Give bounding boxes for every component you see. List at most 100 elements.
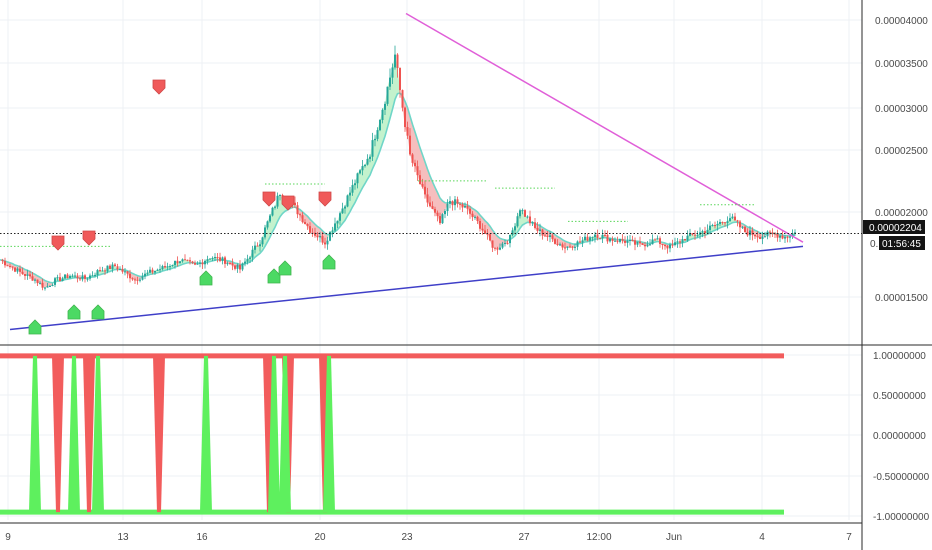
candle [556,243,559,245]
candle [776,233,779,238]
ema-band-segment [522,210,525,226]
candle [709,225,711,230]
candle [379,120,381,131]
osc-tick-label: 0.50000000 [873,391,926,402]
trendline-upper [405,12,804,243]
candle [179,261,181,264]
candle [619,238,621,242]
candle [601,234,604,239]
candle [474,216,476,218]
candle [784,237,786,239]
candle [476,216,479,222]
candle [176,260,179,264]
candle [456,199,459,204]
candle [64,274,66,279]
candle [434,208,436,213]
candle [59,277,61,281]
candle [196,263,199,265]
candle [621,238,624,241]
candle [671,244,674,246]
candle [149,269,151,273]
candle [169,266,171,268]
candle [779,235,781,238]
buy-signal-marker [28,319,42,335]
buy-signal-marker [278,260,292,276]
candle [344,206,346,209]
candle [576,241,579,247]
candle [424,186,426,195]
candle [351,185,354,193]
candle [719,221,721,224]
candle [236,264,239,269]
ema-band-segment [362,164,365,188]
candle [194,262,196,265]
candle [331,230,334,232]
candle [209,258,211,260]
candle [489,234,491,241]
ema-line [0,92,796,284]
current-price-label: 0.00002204 [869,223,922,234]
candle [356,173,359,184]
candle [571,246,574,248]
candle [646,244,649,247]
osc-up-spike [323,355,335,513]
candle [406,127,409,136]
osc-tick-label: -1.00000000 [873,512,930,523]
candle [509,234,511,244]
candle [334,223,336,231]
candle [606,234,609,242]
candle [564,247,566,249]
osc-down-spike [52,355,64,513]
sell-signal-marker [51,235,65,251]
candle [409,135,411,155]
candle [724,222,726,224]
ema-band-segment [527,216,530,224]
ema-band-segment [317,226,320,238]
candle [14,267,16,272]
candle [371,140,374,157]
sell-signal-marker [152,79,166,95]
candle [611,238,614,241]
candle [631,239,634,241]
candle [34,279,36,281]
candle [546,235,549,238]
candle [559,244,561,246]
candle [166,266,169,268]
candle [51,284,54,287]
candle [716,223,719,226]
candle [314,232,316,236]
candle [216,256,219,258]
price-tick-label: 0.00001500 [875,293,928,304]
candle [749,230,751,236]
candle [121,268,124,272]
candle [376,130,379,139]
candle [396,54,399,69]
candle [71,275,74,277]
candle [701,231,704,233]
candle [766,231,769,237]
candle [124,271,126,273]
candle [491,240,494,248]
candle [704,231,706,234]
candle [354,183,356,186]
candle [159,269,161,271]
candle [224,257,226,264]
candle [91,275,94,277]
candle [299,214,301,216]
candle [686,235,689,241]
candle [654,239,656,241]
candle [191,261,194,263]
candle [664,244,666,247]
candle [471,213,474,218]
candle [726,221,729,224]
candle [219,257,221,261]
candle [144,273,146,277]
candle [511,230,514,235]
candle [624,240,626,243]
candle [674,242,676,246]
candle [301,215,304,223]
sell-signal-marker [281,195,295,211]
candle [181,259,184,262]
candle [189,260,191,262]
candle [201,262,204,265]
